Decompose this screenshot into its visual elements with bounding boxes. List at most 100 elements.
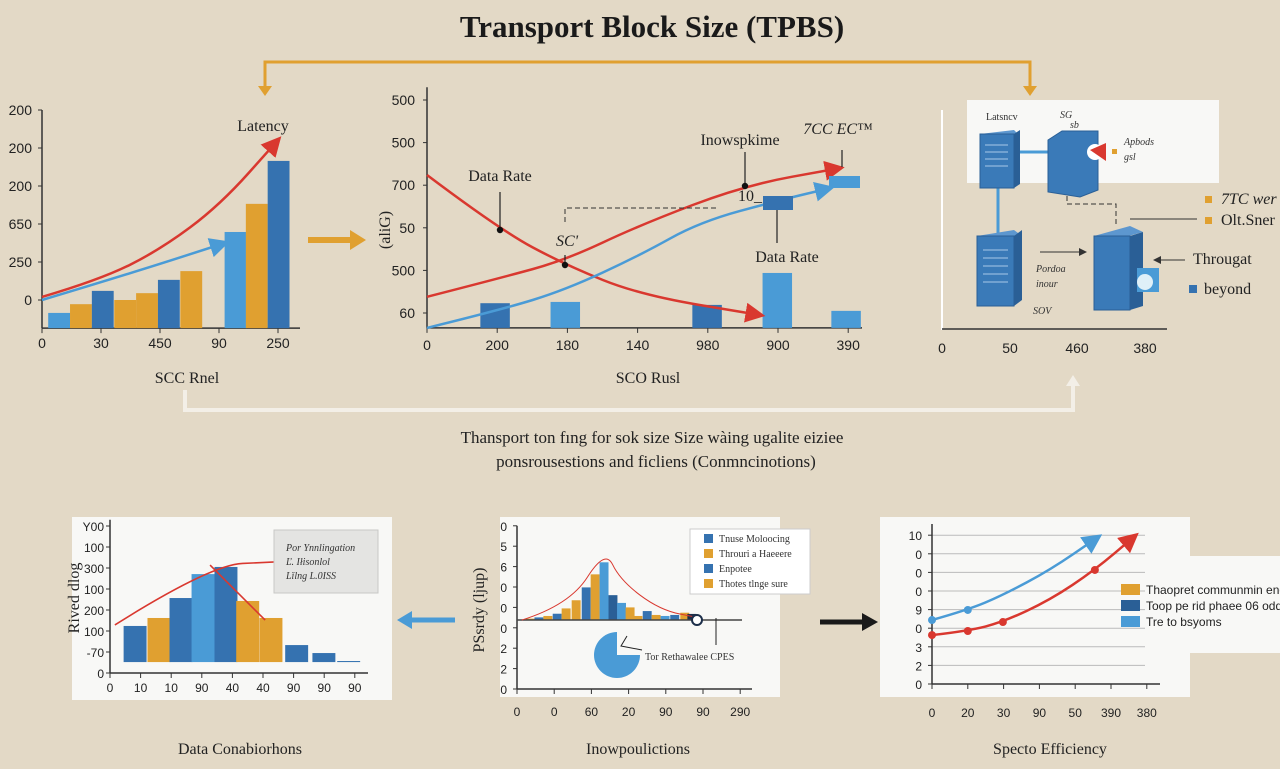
- antenna-device-icon: [1047, 130, 1117, 198]
- annotation-label: Data Rate: [755, 249, 819, 266]
- y-tick-label: -70: [87, 646, 105, 660]
- bar: [625, 607, 635, 621]
- bottom-connector: [183, 375, 1080, 412]
- y-tick-label: 200: [9, 102, 33, 118]
- legend-label: Olt.Sner: [1221, 212, 1275, 229]
- y-tick-label: 100: [84, 541, 104, 555]
- x-tick-label: 390: [837, 337, 861, 353]
- data-point: [691, 614, 703, 626]
- series-label-latency: Latency: [237, 118, 289, 135]
- x-tick-label: 180: [556, 337, 580, 353]
- x-tick-label: 0: [107, 681, 114, 695]
- chart-caption: Data Conabiorhons: [178, 741, 302, 758]
- series-line: [521, 558, 701, 621]
- y-axis-title: (aliG): [377, 211, 394, 249]
- x-tick-label: 20: [622, 705, 636, 719]
- bar: [123, 625, 147, 663]
- diagram-label-pordoa: Pordoa: [1035, 264, 1066, 275]
- pie-label: Tor Rethawalee CPES: [645, 652, 734, 663]
- y-tick-label: 0: [915, 566, 922, 580]
- x-tick-label: 90: [287, 681, 301, 695]
- y-tick-label: 0: [24, 292, 32, 308]
- x-tick-label: 980: [696, 337, 720, 353]
- bar: [224, 231, 247, 329]
- y-tick-label: 250: [9, 254, 33, 270]
- x-tick-label: 60: [585, 705, 599, 719]
- chart-0: 0 250 650 200 200 200 0 30 450 90 250 SCC Rnel Laten…: [9, 102, 300, 387]
- bar: [543, 615, 553, 621]
- legend-label: beyond: [1204, 281, 1251, 298]
- page-title: Transport Block Size (TPBS): [460, 9, 844, 44]
- x-tick-label: 90: [195, 681, 209, 695]
- y-tick-label: 500: [392, 135, 416, 151]
- diagram-x-tick: 50: [1002, 340, 1018, 356]
- legend-swatch: [704, 579, 713, 588]
- bar: [136, 293, 158, 329]
- legend-swatch: [704, 564, 713, 573]
- annotation-label: 10_: [738, 188, 763, 205]
- bar: [762, 272, 793, 328]
- bar: [245, 203, 268, 329]
- bar: [337, 661, 361, 663]
- dashed-link: [1066, 196, 1117, 226]
- diagram-label-sg: SG: [1060, 110, 1072, 121]
- y-tick-label: 200: [9, 178, 33, 194]
- y-axis-title: Rived dlog: [66, 563, 83, 634]
- bar: [581, 587, 591, 621]
- x-tick-label: 30: [93, 335, 109, 351]
- series-line: [41, 136, 282, 299]
- x-tick-label: 380: [1137, 706, 1157, 720]
- diagram-x-tick: 460: [1065, 340, 1089, 356]
- bar: [114, 300, 137, 329]
- storage-box-icon: [1093, 226, 1159, 311]
- y-tick-label: 100: [84, 583, 104, 597]
- top-connector: [258, 60, 1037, 96]
- data-point: [1090, 565, 1099, 574]
- legend-label: Thotes tlnge sure: [719, 579, 788, 590]
- dashed-guide: [564, 207, 718, 222]
- legend-label: Tre to bsyoms: [1146, 615, 1222, 629]
- y-tick-label: 2: [500, 663, 507, 677]
- y-tick-label: 3: [915, 641, 922, 655]
- bar: [633, 615, 643, 621]
- bar: [599, 562, 609, 621]
- diagram-label-sb: sb: [1070, 120, 1079, 131]
- x-tick-label: 10: [165, 681, 179, 695]
- bar: [70, 304, 92, 329]
- legend-swatch: [1121, 616, 1140, 627]
- legend-swatch: [1189, 285, 1197, 293]
- x-tick-label: 30: [997, 706, 1011, 720]
- data-point: [928, 616, 936, 625]
- y-tick-label: 0: [915, 548, 922, 562]
- bar: [670, 614, 680, 621]
- bar: [312, 653, 336, 663]
- legend-label: Enpotee: [719, 564, 752, 575]
- series-line: [931, 532, 1139, 637]
- y-tick-label: 500: [392, 262, 416, 278]
- bar: [608, 595, 618, 621]
- x-tick-label: 90: [696, 705, 710, 719]
- network-diagram: 0 50 460 380: [938, 110, 1277, 356]
- y-tick-label: 60: [399, 305, 415, 321]
- bar: [214, 566, 238, 663]
- chart-1: 60 500 50 700 500 500 0 200 180 140 980 900 390 SCO R…: [377, 87, 873, 387]
- bar: [642, 611, 652, 621]
- y-tick-label: 2: [500, 642, 507, 656]
- annotation-label: 7CC EC™: [803, 121, 873, 138]
- bar: [147, 617, 171, 663]
- arrow-left-blue-icon: [397, 611, 455, 629]
- server-icon: [979, 130, 1020, 189]
- x-tick-label: 390: [1101, 706, 1121, 720]
- x-tick-label: 10: [134, 681, 148, 695]
- series-line: [426, 173, 766, 323]
- x-tick-label: 900: [766, 337, 790, 353]
- y-tick-label: 0: [97, 667, 104, 681]
- legend-label: Ľ. Iłisonlol: [285, 557, 330, 568]
- legend-swatch: [704, 534, 713, 543]
- bar: [550, 301, 581, 328]
- diagram-label-sov: SOV: [1033, 306, 1053, 317]
- y-tick-label: 650: [9, 216, 33, 232]
- y-tick-label: 50: [399, 220, 415, 236]
- bar: [91, 290, 114, 329]
